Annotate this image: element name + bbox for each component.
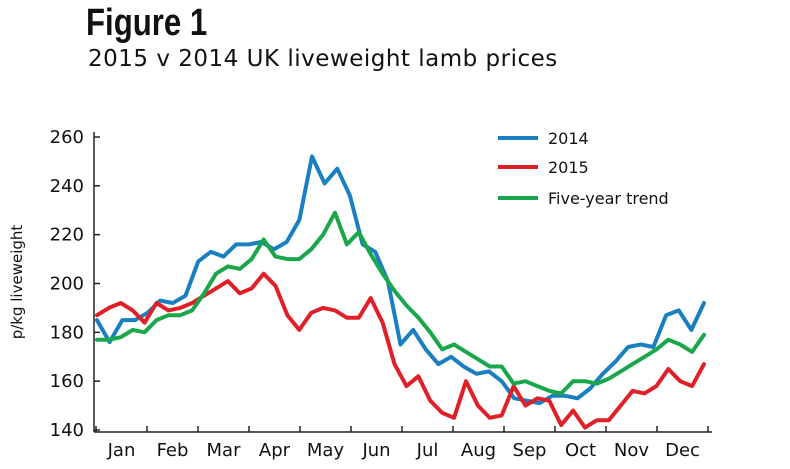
series-group: [95, 154, 706, 430]
y-tick-label: 200: [50, 274, 84, 295]
y-axis-title: p/kg liveweight: [8, 225, 26, 340]
x-tick-label: Oct: [565, 440, 596, 461]
y-ticks: 140 160 180 200 220 240 260: [50, 127, 100, 441]
y-tick-label: 160: [50, 371, 84, 392]
x-ticks: Jan Feb Mar Apr May Jun Jul Aug Sep Oct Nov Dec: [95, 426, 709, 461]
x-tick-label: Jan: [107, 440, 136, 461]
series-line-five-year-trend: [95, 210, 706, 396]
y-tick-label: 240: [50, 176, 84, 197]
x-tick-label: Jun: [361, 440, 390, 461]
x-tick-label: Sep: [513, 440, 547, 461]
x-tick-label: Nov: [614, 440, 649, 461]
x-tick-label: Jul: [416, 440, 439, 461]
legend: 2014 2015 Five-year trend: [498, 129, 669, 208]
legend-label: 2015: [548, 158, 589, 177]
x-tick-label: Aug: [461, 440, 496, 461]
legend-label: Five-year trend: [548, 189, 669, 208]
figure-label: Figure 1: [86, 2, 208, 44]
legend-label: 2014: [548, 129, 589, 148]
x-tick-label: Feb: [157, 440, 189, 461]
axes: [93, 132, 712, 433]
y-tick-label: 220: [50, 225, 84, 246]
chart-title: 2015 v 2014 UK liveweight lamb prices: [88, 46, 558, 72]
y-tick-label: 260: [50, 127, 84, 148]
x-tick-label: Apr: [259, 440, 291, 461]
y-tick-label: 140: [50, 420, 84, 441]
x-tick-label: Dec: [665, 440, 700, 461]
x-tick-label: Mar: [207, 440, 242, 461]
x-tick-label: May: [307, 440, 345, 461]
y-tick-label: 180: [50, 322, 84, 343]
series-line-2014: [95, 154, 706, 406]
